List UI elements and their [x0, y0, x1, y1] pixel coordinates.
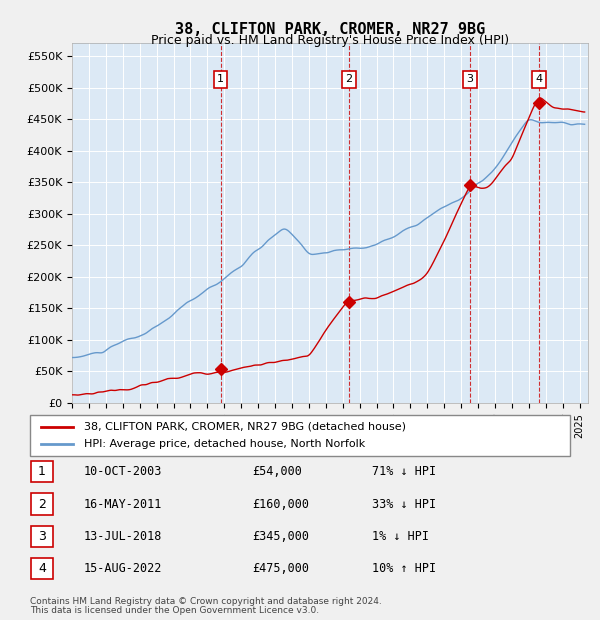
Text: £475,000: £475,000	[252, 562, 309, 575]
Text: 38, CLIFTON PARK, CROMER, NR27 9BG: 38, CLIFTON PARK, CROMER, NR27 9BG	[175, 22, 485, 37]
Text: 13-JUL-2018: 13-JUL-2018	[84, 530, 163, 542]
Text: 4: 4	[536, 74, 543, 84]
Text: This data is licensed under the Open Government Licence v3.0.: This data is licensed under the Open Gov…	[30, 606, 319, 615]
FancyBboxPatch shape	[31, 494, 53, 515]
FancyBboxPatch shape	[31, 461, 53, 482]
FancyBboxPatch shape	[31, 526, 53, 547]
Text: 1: 1	[217, 74, 224, 84]
Text: 2: 2	[38, 498, 46, 510]
Text: Contains HM Land Registry data © Crown copyright and database right 2024.: Contains HM Land Registry data © Crown c…	[30, 597, 382, 606]
Text: 38, CLIFTON PARK, CROMER, NR27 9BG (detached house): 38, CLIFTON PARK, CROMER, NR27 9BG (deta…	[84, 422, 406, 432]
Text: 3: 3	[467, 74, 473, 84]
Text: Price paid vs. HM Land Registry's House Price Index (HPI): Price paid vs. HM Land Registry's House …	[151, 34, 509, 47]
Text: 10-OCT-2003: 10-OCT-2003	[84, 466, 163, 478]
Text: 1: 1	[38, 466, 46, 478]
Text: 71% ↓ HPI: 71% ↓ HPI	[372, 466, 436, 478]
Text: 33% ↓ HPI: 33% ↓ HPI	[372, 498, 436, 510]
Text: 16-MAY-2011: 16-MAY-2011	[84, 498, 163, 510]
Text: 15-AUG-2022: 15-AUG-2022	[84, 562, 163, 575]
Text: 4: 4	[38, 562, 46, 575]
Text: HPI: Average price, detached house, North Norfolk: HPI: Average price, detached house, Nort…	[84, 440, 365, 450]
Text: £54,000: £54,000	[252, 466, 302, 478]
FancyBboxPatch shape	[30, 415, 570, 456]
Text: 1% ↓ HPI: 1% ↓ HPI	[372, 530, 429, 542]
Text: 2: 2	[346, 74, 353, 84]
FancyBboxPatch shape	[31, 558, 53, 579]
Text: 3: 3	[38, 530, 46, 542]
Text: 10% ↑ HPI: 10% ↑ HPI	[372, 562, 436, 575]
Text: £160,000: £160,000	[252, 498, 309, 510]
Text: £345,000: £345,000	[252, 530, 309, 542]
